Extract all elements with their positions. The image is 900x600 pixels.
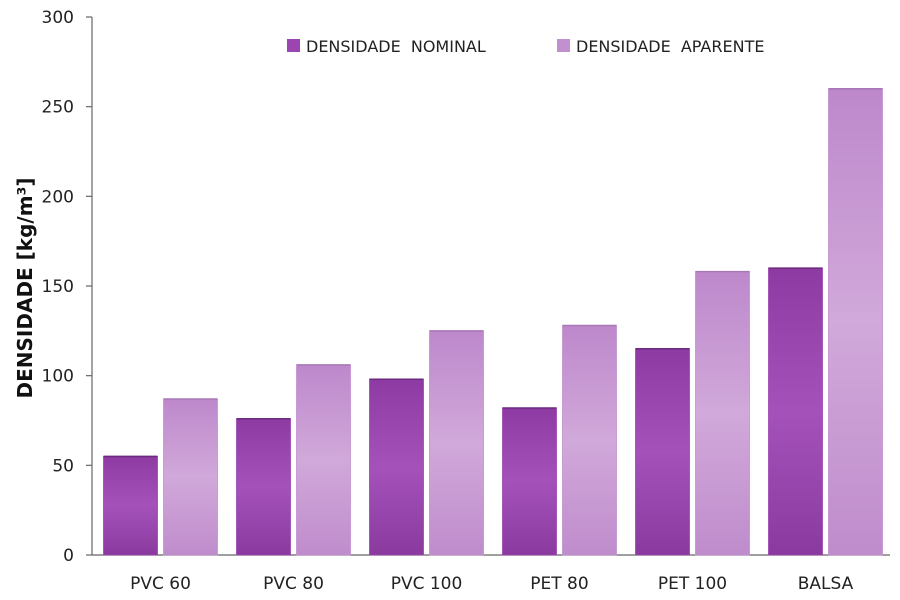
legend-swatch-aparente: [557, 39, 570, 52]
bar-aparente: [562, 325, 617, 556]
bar-aparente: [828, 88, 883, 556]
y-ticks: 0 50 100 150 200 250 300: [42, 8, 92, 566]
bar-nominal: [369, 378, 424, 556]
legend-swatch-nominal: [287, 39, 300, 52]
bar-nominal: [635, 348, 690, 556]
bar-nominal: [236, 418, 291, 556]
bar-nominal: [768, 267, 823, 556]
bar-nominal: [502, 407, 557, 556]
y-tick-label: 200: [42, 187, 74, 207]
bar-aparente: [695, 271, 750, 556]
bar-aparente: [296, 364, 351, 556]
legend-label-aparente: DENSIDADE APARENTE: [576, 37, 764, 56]
y-tick-label: 250: [42, 98, 74, 118]
x-category-label: PVC 100: [391, 574, 463, 594]
bar-aparente: [163, 398, 218, 556]
legend-item-aparente: DENSIDADE APARENTE: [557, 37, 764, 56]
bar-nominal: [103, 455, 158, 556]
bars: [103, 87, 883, 556]
y-tick-label: 50: [52, 456, 74, 476]
y-tick-label: 0: [63, 546, 74, 566]
y-tick-label: 100: [42, 367, 74, 387]
y-tick-label: 300: [42, 8, 74, 28]
x-category-label: PET 80: [530, 574, 588, 594]
legend-label-nominal: DENSIDADE NOMINAL: [306, 37, 486, 56]
legend: DENSIDADE NOMINAL DENSIDADE APARENTE: [287, 37, 764, 56]
x-category-label: BALSA: [798, 574, 854, 594]
legend-item-nominal: DENSIDADE NOMINAL: [287, 37, 486, 56]
x-category-label: PET 100: [658, 574, 727, 594]
x-category-label: PVC 60: [130, 574, 191, 594]
x-category-label: PVC 80: [263, 574, 324, 594]
x-category-labels: PVC 60 PVC 80 PVC 100 PET 80 PET 100 BALSA: [130, 574, 854, 594]
y-tick-label: 150: [42, 277, 74, 297]
y-axis-title: DENSIDADE [kg/m³]: [13, 178, 37, 399]
bar-aparente: [429, 330, 484, 556]
